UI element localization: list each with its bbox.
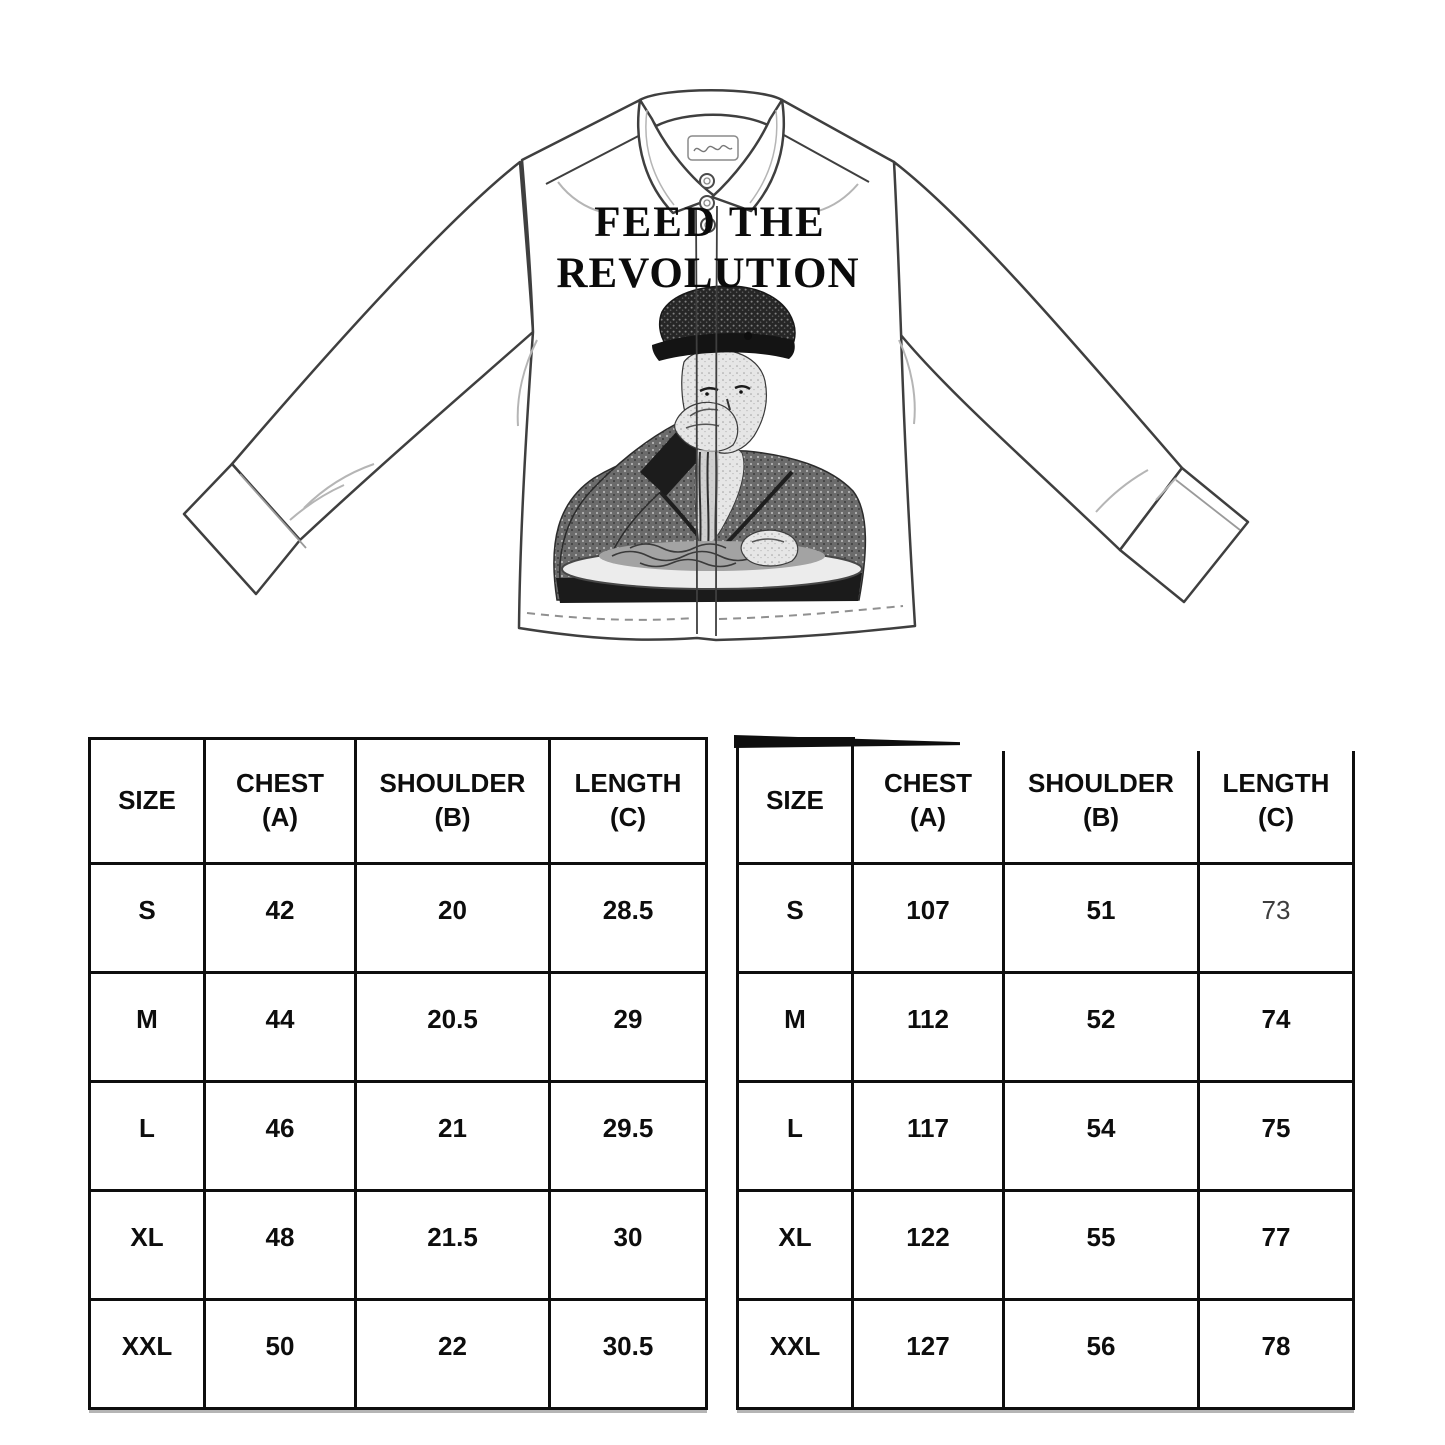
column-header: SIZE (88, 737, 206, 865)
table-row: XL 122 55 77 (736, 1189, 1355, 1301)
table-cell: 20 (354, 862, 551, 974)
table-cell: 50 (203, 1298, 357, 1410)
left-sleeve (230, 160, 535, 542)
right-sleeve (892, 160, 1184, 552)
table-cell: 29 (548, 971, 708, 1083)
size-label: XL (88, 1189, 206, 1301)
table-cell: 48 (203, 1189, 357, 1301)
table-row: S 42 20 28.5 (88, 862, 708, 974)
table-row: M 44 20.5 29 (88, 971, 708, 1083)
table-cell: 30.5 (548, 1298, 708, 1410)
collar-fold-lines (645, 109, 778, 206)
right-hand-fingers (751, 538, 785, 543)
size-chart-right: SIZE CHEST (A) SHOULDER (B) LENGTH (C) S 10… (736, 737, 1355, 1410)
table-row: XXL 50 22 30.5 (88, 1298, 708, 1410)
wrist-band (640, 430, 704, 496)
print-text-line2: REVOLUTION (556, 250, 859, 297)
cap-button (744, 332, 752, 340)
size-label: S (736, 862, 854, 974)
table-cell: 21.5 (354, 1189, 551, 1301)
column-header: CHEST (A) (203, 737, 357, 865)
table-row: L 117 54 75 (736, 1080, 1355, 1192)
brand-script-squiggle (693, 144, 733, 153)
table-cell: 127 (851, 1298, 1005, 1410)
table-cell: 22 (354, 1298, 551, 1410)
collar-leaf-right (710, 98, 786, 213)
hem-stitch (526, 605, 904, 621)
table-cell: 54 (1002, 1080, 1200, 1192)
size-chart-left: SIZE CHEST (A) SHOULDER (B) LENGTH (C) S 42… (88, 737, 708, 1410)
table-cell: 56 (1002, 1298, 1200, 1410)
seam-lines (545, 128, 870, 185)
column-header: CHEST (A) (851, 737, 1005, 865)
noodle-pile-squiggles (611, 543, 757, 568)
table-row: XL 48 21.5 30 (88, 1189, 708, 1301)
figure-hand-mouth (674, 401, 739, 452)
crease-lines (289, 181, 1177, 521)
table-row: M 112 52 74 (736, 971, 1355, 1083)
halftone-print-figure (553, 285, 867, 603)
placket-buttons (699, 173, 716, 233)
column-header: SHOULDER (B) (354, 737, 551, 865)
collar-leaf-left (636, 98, 718, 215)
table-cell: 28.5 (548, 862, 708, 974)
column-header: SIZE (736, 737, 854, 865)
table-cell: 55 (1002, 1189, 1200, 1301)
size-label: M (88, 971, 206, 1083)
size-label: M (736, 971, 854, 1083)
table-cell: 44 (203, 971, 357, 1083)
table-cell: 73 (1197, 862, 1355, 974)
table-cell: 75 (1197, 1080, 1355, 1192)
brand-label (687, 135, 739, 161)
table-row: L 46 21 29.5 (88, 1080, 708, 1192)
figure-right-hand (740, 529, 799, 567)
table-cell: 117 (851, 1080, 1005, 1192)
table-cell: 112 (851, 971, 1005, 1083)
table-cell: 107 (851, 862, 1005, 974)
size-label: XXL (88, 1298, 206, 1410)
column-header: LENGTH (C) (1197, 737, 1355, 865)
table-cell: 78 (1197, 1298, 1355, 1410)
cuff-seams (239, 473, 1241, 549)
collar (636, 89, 786, 215)
placket-lines (695, 205, 718, 637)
shirt-sleeves (182, 160, 1250, 604)
right-cuff (1118, 466, 1250, 604)
table-row: XXL 127 56 78 (736, 1298, 1355, 1410)
flat-cap-brim (652, 333, 795, 361)
column-header: SHOULDER (B) (1002, 737, 1200, 865)
table-cell: 42 (203, 862, 357, 974)
size-label: XL (736, 1189, 854, 1301)
product-graphic: FEED THE REVOLUTION (182, 89, 1250, 642)
table-cell: 52 (1002, 971, 1200, 1083)
table-cell: 46 (203, 1080, 357, 1192)
table-cell: 122 (851, 1189, 1005, 1301)
size-label: L (88, 1080, 206, 1192)
size-label: XXL (736, 1298, 854, 1410)
table-cell: 21 (354, 1080, 551, 1192)
table-row: S 107 51 73 (736, 862, 1355, 974)
table-cell: 29.5 (548, 1080, 708, 1192)
table-cell: 20.5 (354, 971, 551, 1083)
scan-artifact-gap (855, 730, 1360, 751)
table-cell: 51 (1002, 862, 1200, 974)
size-label: L (736, 1080, 854, 1192)
size-label: S (88, 862, 206, 974)
table-cell: 77 (1197, 1189, 1355, 1301)
column-header: LENGTH (C) (548, 737, 708, 865)
table-cell: 30 (548, 1189, 708, 1301)
table-cell: 74 (1197, 971, 1355, 1083)
print-text-line1: FEED THE (594, 199, 825, 246)
